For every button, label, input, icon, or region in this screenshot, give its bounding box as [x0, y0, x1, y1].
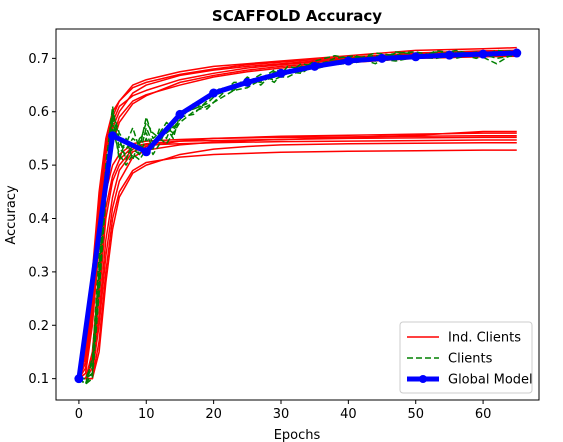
x-tick-label: 40 [340, 407, 357, 422]
legend-box [399, 321, 533, 394]
legend-global-model-marker [419, 375, 427, 383]
legend: Ind. Clients Clients Global Model [399, 321, 533, 394]
y-axis-label: Accuracy [4, 185, 19, 245]
x-tick-label: 30 [273, 407, 290, 422]
global-model-point [276, 68, 286, 78]
global-model-point [108, 131, 118, 141]
ind-client-line-12 [78, 149, 517, 380]
global-model-line [74, 48, 522, 384]
y-tick-label: 0.7 [28, 52, 49, 67]
legend-global-model-label: Global Model [448, 373, 533, 388]
ind-client-line-13 [78, 141, 517, 380]
y-tick-label: 0.6 [28, 105, 49, 120]
global-model-point [74, 374, 84, 384]
legend-clients-label: Clients [448, 352, 493, 367]
global-model-point [512, 48, 522, 58]
global-model-point [209, 88, 219, 98]
ind-client-line-10 [78, 132, 517, 380]
plot-area [55, 28, 540, 401]
global-model-point [343, 56, 353, 66]
global-model-point [377, 53, 387, 63]
y-tick-label: 0.2 [28, 319, 49, 334]
x-tick-label: 50 [407, 407, 424, 422]
y-tick-label: 0.3 [28, 265, 49, 280]
chart-title: SCAFFOLD Accuracy [212, 7, 382, 25]
global-model-point [411, 52, 421, 62]
x-axis-ticks: 0 10 20 30 40 50 60 [75, 400, 492, 422]
y-tick-label: 0.4 [28, 212, 49, 227]
global-model-point [242, 77, 252, 87]
x-tick-label: 10 [138, 407, 155, 422]
x-tick-label: 20 [205, 407, 222, 422]
global-model-point [310, 61, 320, 71]
global-model-point [175, 109, 185, 119]
plot-frame [55, 28, 540, 401]
x-axis-label: Epochs [274, 428, 321, 442]
y-tick-label: 0.1 [28, 372, 49, 387]
global-model-point [141, 147, 151, 157]
global-model-point [444, 50, 454, 60]
x-tick-label: 0 [75, 407, 83, 422]
global-model-point [478, 49, 488, 59]
legend-ind-clients-label: Ind. Clients [448, 331, 521, 346]
y-tick-label: 0.5 [28, 159, 49, 174]
y-axis-ticks: 0.1 0.2 0.3 0.4 0.5 0.6 0.7 [28, 52, 56, 387]
x-tick-label: 60 [475, 407, 492, 422]
global-model-path [76, 50, 517, 379]
